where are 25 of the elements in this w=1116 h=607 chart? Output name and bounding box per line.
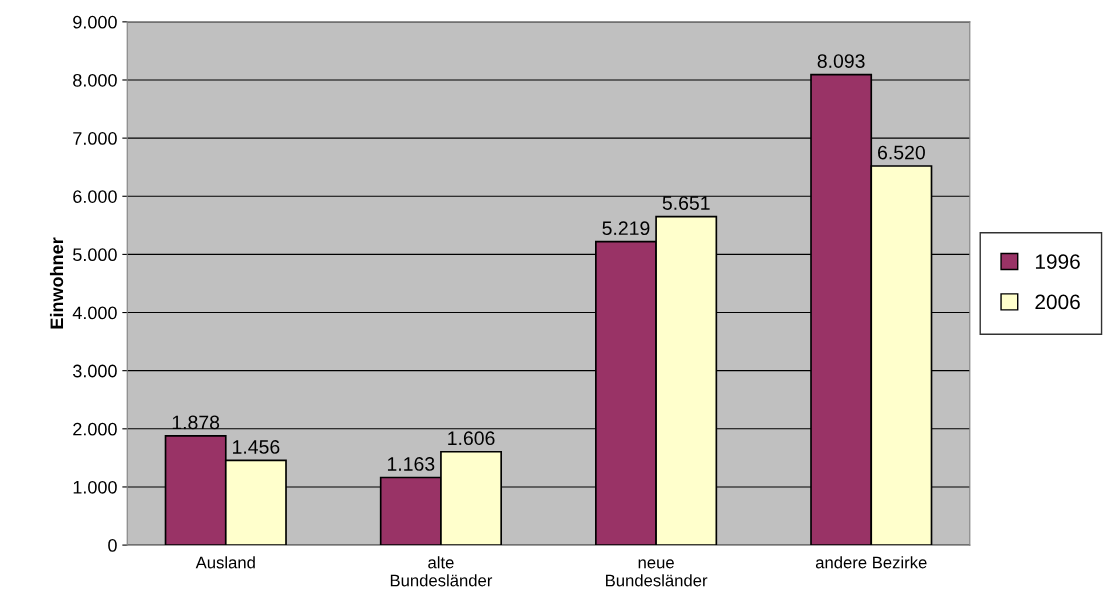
y-tick-label: 4.000 — [72, 306, 117, 320]
y-tick-label: 3.000 — [73, 364, 117, 378]
x-tick-label: Ausland — [195, 556, 255, 569]
x-tick-label: alte Bundesländer — [390, 556, 493, 587]
data-label: 6.520 — [878, 145, 925, 160]
y-tick-label: 7.000 — [73, 132, 117, 145]
y-tick-label: 6.000 — [73, 190, 117, 203]
y-tick-label: 0 — [108, 539, 117, 552]
legend-label: 2006 — [1035, 294, 1080, 310]
y-tick-label: 1.000 — [73, 480, 117, 494]
y-axis-title: Einwohner — [49, 237, 64, 329]
y-tick-label: 9.000 — [73, 15, 117, 29]
legend-label: 1996 — [1035, 254, 1080, 269]
data-label: 1.606 — [448, 431, 495, 446]
data-label: 1.878 — [172, 415, 220, 430]
data-label: 1.163 — [387, 457, 435, 471]
x-tick-label: neue Bundesländer — [606, 559, 708, 587]
y-tick-label: 8.000 — [73, 73, 117, 87]
data-label: 8.093 — [817, 54, 865, 68]
y-tick-label: 5.000 — [73, 248, 117, 262]
x-tick-label: andere Bezirke — [815, 556, 927, 569]
y-tick-label: 2.000 — [73, 422, 117, 436]
data-label: 5.651 — [662, 196, 710, 210]
data-label: 5.219 — [602, 221, 650, 236]
data-label: 1.456 — [233, 440, 280, 454]
